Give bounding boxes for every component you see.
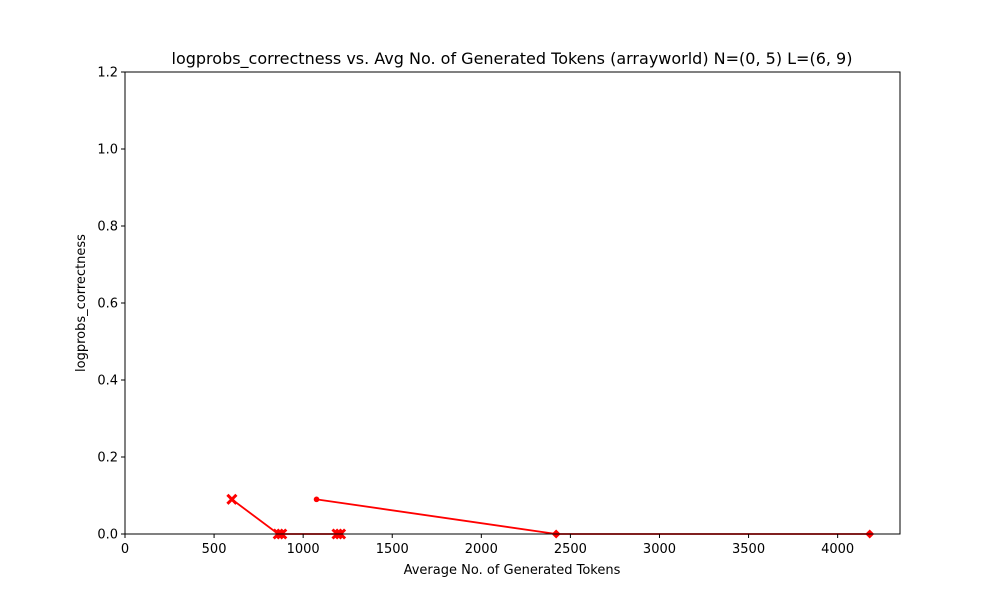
series-line [316,498,870,535]
x-tick-label: 500 [202,542,227,557]
x-tick-label: 3000 [643,542,676,557]
x-tick-label: 2500 [554,542,587,557]
point-marker [313,496,320,503]
y-axis: 0.0 0.2 0.4 0.6 0.8 1.0 1.2 [97,66,125,543]
x-tick-label: 0 [121,542,129,557]
y-axis-label: logprobs_correctness [74,234,89,372]
y-tick-label: 1.2 [97,66,118,81]
plot-area [226,493,875,540]
y-tick-label: 0.4 [97,374,118,389]
y-tick-label: 0.2 [97,451,118,466]
x-tick-label: 1500 [376,542,409,557]
x-axis: 0 500 1000 1500 2000 2500 3000 3500 4000 [121,534,854,557]
axes-frame [124,71,901,535]
x-axis-label: Average No. of Generated Tokens [404,563,621,578]
x-tick-label: 2000 [465,542,498,557]
chart-title: logprobs_correctness vs. Avg No. of Gene… [172,49,853,69]
x-tick-label: 4000 [821,542,854,557]
y-tick-label: 0.0 [97,528,118,543]
series-line [231,498,338,535]
x-tick-label: 1000 [287,542,320,557]
y-tick-label: 1.0 [97,143,118,158]
x-marker [226,493,238,505]
y-tick-label: 0.8 [97,220,118,235]
y-tick-label: 0.6 [97,297,118,312]
x-tick-label: 3500 [732,542,765,557]
